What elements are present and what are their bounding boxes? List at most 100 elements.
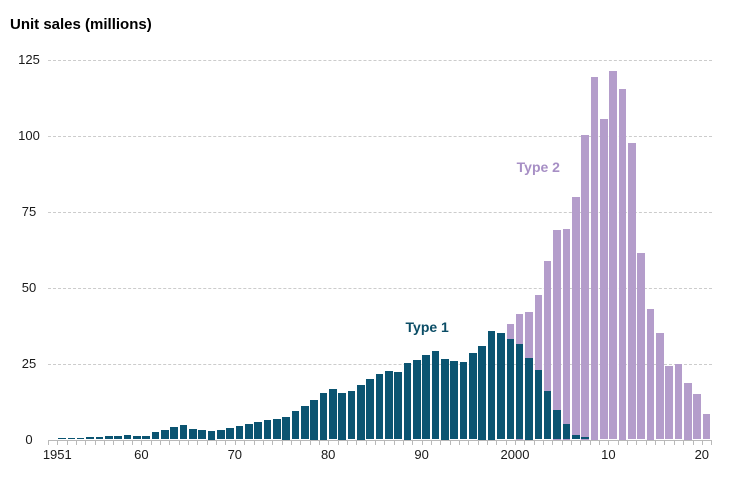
bar-type2-2006 <box>571 196 580 440</box>
x-axis-tick <box>627 440 629 445</box>
x-axis-tick <box>384 440 386 445</box>
bar-type1-1999 <box>506 339 515 440</box>
bar-type1-1968 <box>216 430 225 440</box>
x-axis-tick <box>449 440 451 445</box>
bar-type1-1984 <box>366 378 375 440</box>
gridline-100 <box>48 135 712 137</box>
x-axis-label-1980: 80 <box>320 446 336 462</box>
bar-type2-2018 <box>683 383 692 440</box>
bar-type1-2001 <box>525 357 533 440</box>
x-axis-tick <box>589 440 591 445</box>
bar-type1-1976 <box>291 411 300 440</box>
bar-type1-1952 <box>67 437 76 440</box>
y-axis-label-75: 75 <box>21 203 37 219</box>
bar-type1-1951 <box>58 438 66 440</box>
x-axis-tick <box>412 440 414 445</box>
x-axis-tick <box>356 440 358 445</box>
x-axis-tick <box>561 440 563 445</box>
bar-type1-1991 <box>431 350 440 440</box>
bar-type1-2004 <box>553 410 561 440</box>
x-axis-tick <box>318 440 320 445</box>
x-axis-tick <box>524 440 526 445</box>
x-axis-tick <box>141 440 143 445</box>
x-axis-tick <box>85 440 87 445</box>
bar-type2-2015 <box>655 332 664 440</box>
x-axis-tick <box>309 440 311 445</box>
bar-type2-2011 <box>618 88 627 440</box>
bar-type1-1973 <box>263 420 272 440</box>
bar-type1-1954 <box>86 437 94 440</box>
bar-type2-2007 <box>581 135 589 440</box>
bar-type1-1983 <box>357 384 365 440</box>
x-axis-tick <box>683 440 685 445</box>
x-axis-label-2000: 2000 <box>500 446 530 462</box>
x-axis-tick <box>178 440 180 445</box>
bar-type2-2008 <box>590 77 599 440</box>
x-axis-tick <box>496 440 498 445</box>
bar-type1-1989 <box>413 360 421 440</box>
x-axis-tick <box>645 440 647 445</box>
bar-type1-1959 <box>132 435 141 440</box>
bar-type1-1965 <box>188 428 197 440</box>
x-axis-tick <box>48 440 49 445</box>
bar-type1-1990 <box>422 355 431 440</box>
gridline-50 <box>48 287 712 289</box>
x-axis-tick <box>365 440 367 445</box>
bar-type1-1955 <box>95 436 104 440</box>
x-axis-tick <box>617 440 619 445</box>
x-axis-tick <box>664 440 666 445</box>
bar-type1-1962 <box>160 430 169 440</box>
bar-type1-1957 <box>114 435 122 440</box>
x-axis-tick <box>216 440 218 445</box>
x-axis-tick <box>66 440 68 445</box>
x-axis-tick <box>57 440 59 445</box>
x-axis-tick <box>458 440 460 445</box>
bar-type1-1960 <box>142 435 150 440</box>
x-axis-tick <box>580 440 582 445</box>
bar-type2-2005 <box>562 228 571 440</box>
bar-type1-2003 <box>543 390 552 440</box>
y-axis-label-50: 50 <box>21 279 37 295</box>
x-axis-label-1990: 90 <box>414 446 429 462</box>
x-axis-tick <box>281 440 283 445</box>
x-axis-tick <box>440 440 442 445</box>
bar-type2-2019 <box>693 393 701 440</box>
x-axis-tick <box>636 440 638 445</box>
x-axis-tick <box>328 440 330 445</box>
x-axis-tick <box>701 440 703 445</box>
bar-type1-1979 <box>319 393 328 440</box>
bar-type1-1978 <box>310 400 318 440</box>
x-axis-tick <box>76 440 77 445</box>
x-axis-tick <box>262 440 264 445</box>
bar-type2-2003 <box>543 261 552 440</box>
bar-type2-2009 <box>599 118 608 440</box>
bar-type1-1977 <box>301 406 309 440</box>
chart-title: Unit sales (millions) <box>10 16 152 33</box>
x-axis-tick <box>374 440 376 445</box>
x-axis-tick <box>608 440 610 445</box>
bar-type1-1966 <box>198 430 206 440</box>
bar-type1-1996 <box>478 346 487 440</box>
x-axis-tick <box>402 440 404 445</box>
y-axis-label-0: 0 <box>25 431 33 447</box>
bar-type2-2012 <box>627 143 636 440</box>
bar-type1-1964 <box>179 424 188 440</box>
x-axis-tick <box>113 440 115 445</box>
bar-type1-1956 <box>104 436 113 440</box>
bar-type1-1992 <box>441 359 449 440</box>
bar-type1-1967 <box>207 431 216 440</box>
bar-type1-1961 <box>151 432 160 440</box>
x-axis-tick <box>487 440 488 445</box>
bar-type1-1970 <box>235 426 244 440</box>
bar-type1-1971 <box>245 423 253 440</box>
bar-type2-2013 <box>637 252 645 440</box>
x-axis-tick <box>599 440 601 445</box>
x-axis-tick <box>197 440 199 445</box>
x-axis-tick <box>300 440 302 445</box>
x-axis-tick <box>692 440 694 445</box>
x-axis-tick <box>346 440 348 445</box>
bar-type1-1981 <box>338 393 346 440</box>
gridline-25 <box>48 363 712 365</box>
bar-type1-2000 <box>515 344 524 440</box>
